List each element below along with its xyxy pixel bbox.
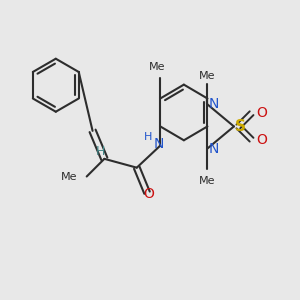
Text: O: O <box>143 187 154 201</box>
Text: S: S <box>235 119 246 134</box>
Text: N: N <box>154 137 164 151</box>
Text: Me: Me <box>149 62 166 72</box>
Text: O: O <box>256 133 267 147</box>
Text: H: H <box>95 145 105 158</box>
Text: N: N <box>209 98 219 111</box>
Text: O: O <box>256 106 267 120</box>
Text: Me: Me <box>61 172 78 182</box>
Text: N: N <box>209 142 219 155</box>
Text: Me: Me <box>199 71 216 81</box>
Text: H: H <box>144 132 153 142</box>
Text: Me: Me <box>199 176 216 187</box>
